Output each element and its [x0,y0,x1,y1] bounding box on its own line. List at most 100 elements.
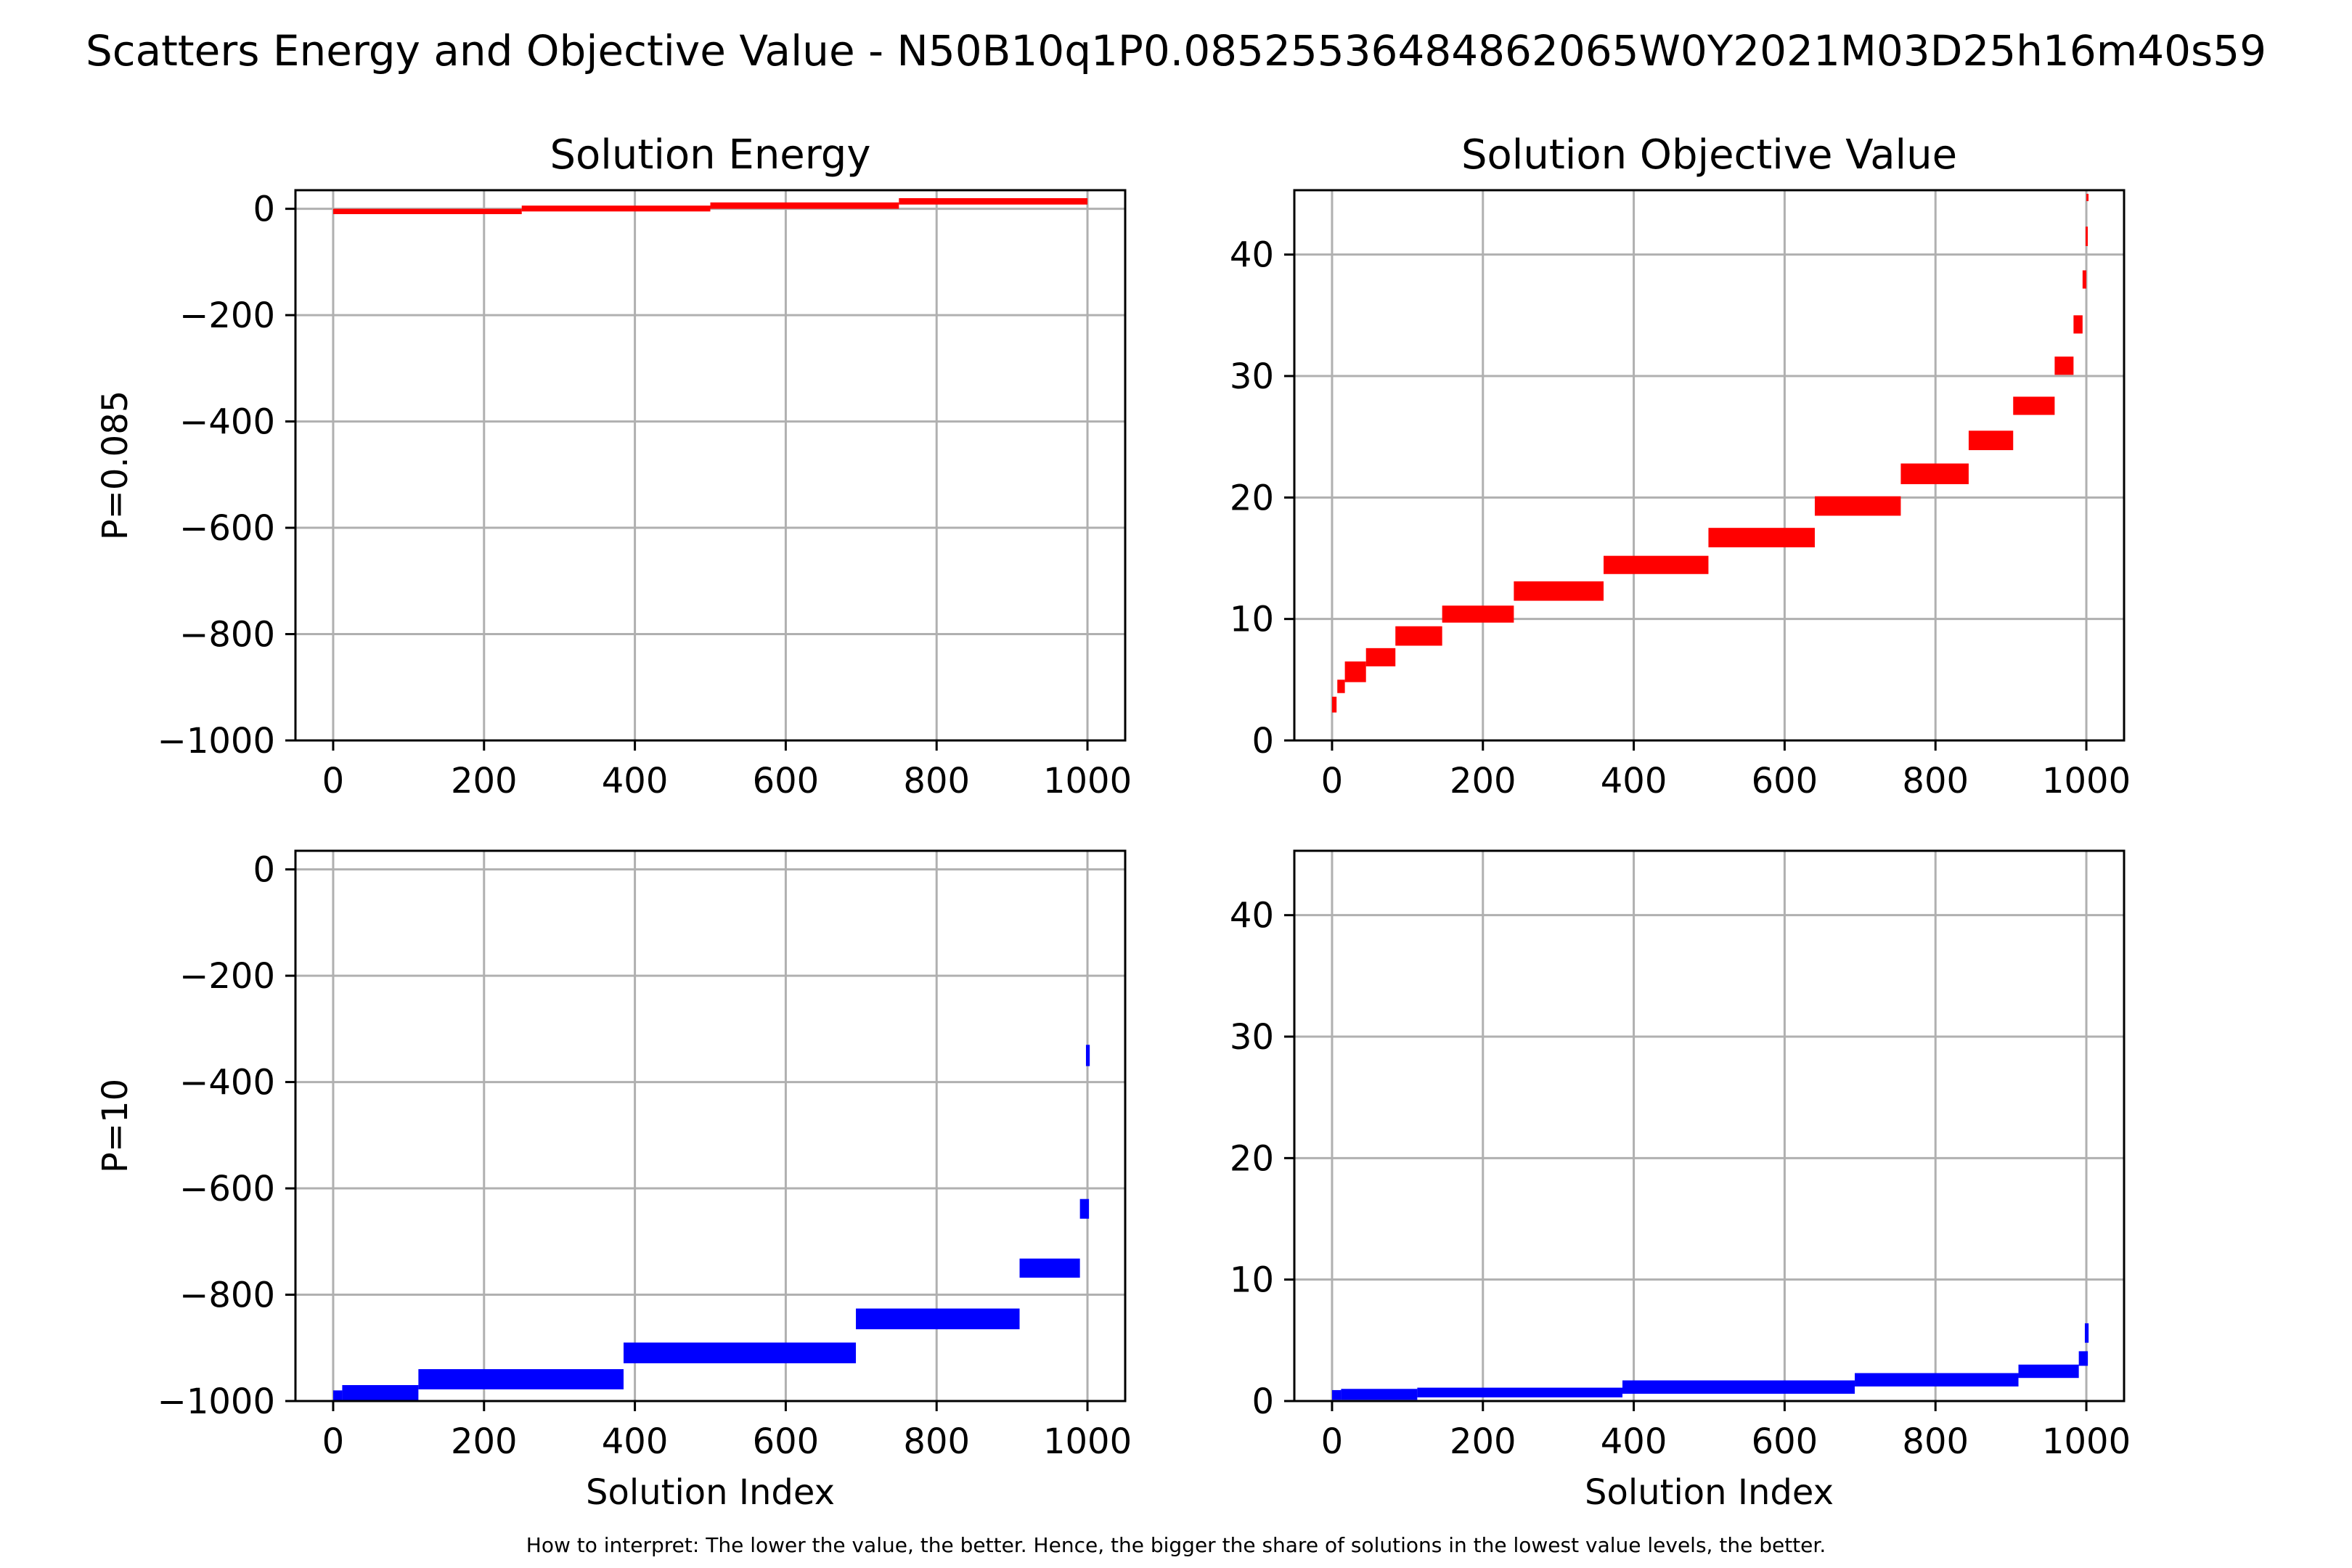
figure-title: Scatters Energy and Objective Value - N5… [85,26,2267,75]
data-level-band [1337,679,1345,693]
y-axis-title: P=10 [95,1079,136,1173]
data-level-band [1019,1258,1080,1278]
data-level-band [332,208,522,214]
y-tick-label: 20 [1230,1138,1274,1179]
data-level-band [1417,1387,1623,1397]
y-axis-title: P=0.085 [95,391,136,541]
data-level-band [418,1369,624,1389]
y-tick-label: 10 [1230,600,1274,640]
data-level-band [2086,194,2089,202]
data-level-band [1331,696,1337,713]
y-tick-label: −600 [179,508,275,549]
y-tick-label: −400 [179,1063,275,1103]
x-tick-label: 400 [1601,761,1667,801]
y-tick-label: 30 [1230,356,1274,397]
y-tick-label: −400 [179,402,275,443]
y-tick-label: −200 [179,956,275,997]
y-tick-label: 20 [1230,478,1274,518]
data-level-band [1900,463,1969,484]
data-level-band [2086,226,2088,246]
y-tick-label: −800 [179,615,275,656]
x-tick-label: 600 [1752,1421,1818,1462]
data-level-band [1341,1389,1418,1400]
data-level-band [332,1390,343,1401]
x-axis-title: Solution Index [586,1472,835,1513]
x-tick-label: 800 [903,761,970,801]
data-level-band [624,1342,857,1364]
x-tick-label: 400 [602,761,669,801]
x-tick-label: 1000 [2042,1421,2131,1462]
data-level-band [710,202,899,209]
data-level-band [2018,1364,2079,1379]
y-tick-label: 0 [253,850,275,891]
data-level-band [856,1308,1020,1330]
data-level-band [521,205,711,212]
y-tick-label: 30 [1230,1017,1274,1058]
x-tick-label: 800 [1902,1421,1969,1462]
data-level-band [2073,315,2083,334]
axes-frame [294,849,1127,1402]
data-level-band [1855,1373,2019,1387]
data-level-band [1085,1045,1090,1066]
y-tick-label: −800 [179,1275,275,1316]
data-level-band [1514,581,1604,601]
x-tick-label: 1000 [1043,1421,1132,1462]
x-tick-label: 0 [1321,1421,1344,1462]
data-level-band [2013,396,2055,415]
x-tick-label: 1000 [1043,761,1132,801]
x-axis-title: Solution Index [1585,1472,1834,1513]
y-tick-label: −1000 [158,721,275,761]
data-level-band [1395,626,1442,646]
y-tick-label: 0 [253,189,275,230]
y-tick-label: −600 [179,1169,275,1209]
data-level-band [1622,1380,1855,1394]
x-tick-label: 200 [1450,1421,1516,1462]
y-tick-label: −1000 [158,1381,275,1422]
y-tick-label: −200 [179,295,275,336]
data-level-band [1968,430,2014,451]
data-level-band [1604,555,1709,574]
data-level-band [1442,605,1514,623]
panel-title: Solution Energy [550,131,871,179]
data-level-band [2054,356,2074,375]
x-tick-label: 800 [903,1421,970,1462]
x-tick-label: 1000 [2042,761,2131,801]
y-tick-label: 10 [1230,1260,1274,1301]
data-level-band [899,197,1088,205]
y-tick-label: 0 [1251,1381,1274,1422]
axes-frame [294,189,1127,742]
x-tick-label: 600 [753,761,820,801]
axes-frame [1293,189,2126,742]
data-level-band [2084,1323,2089,1343]
data-level-band [1708,528,1815,547]
x-tick-label: 0 [1321,761,1344,801]
panel-objective-p-low: 0 200 400 600 800 1000 0 10 20 30 40 Solution Objec… [1230,131,2131,801]
panel-title: Solution Objective Value [1461,131,1957,179]
x-tick-label: 600 [753,1421,820,1462]
data-level-band [2082,270,2087,289]
x-tick-label: 200 [451,1421,518,1462]
x-tick-label: 200 [451,761,518,801]
x-tick-label: 400 [1601,1421,1667,1462]
interpretation-footnote: How to interpret: The lower the value, t… [526,1533,1826,1557]
y-tick-label: 40 [1230,235,1274,276]
data-level-band [1814,496,1901,516]
x-tick-label: 600 [1752,761,1818,801]
y-tick-label: 40 [1230,896,1274,936]
data-level-band [342,1385,419,1401]
data-level-band [1331,1389,1342,1400]
panel-objective-p-high: 0 200 400 600 800 1000 0 10 20 30 40 Solution Index [1230,849,2131,1513]
x-tick-label: 400 [602,1421,669,1462]
x-tick-label: 0 [322,1421,345,1462]
y-tick-label: 0 [1251,721,1274,761]
x-tick-label: 0 [322,761,345,801]
data-level-band [1079,1199,1090,1219]
data-level-band [2078,1351,2088,1366]
data-level-band [1344,661,1366,682]
panel-energy-p-high: 0 200 400 600 800 1000 0 −200 −400 −600 −800 −1000 S… [95,849,1132,1513]
x-tick-label: 200 [1450,761,1516,801]
axes-frame [1293,849,2126,1402]
panel-energy-p-low: 0 200 400 600 800 1000 0 −200 −400 −600 −800 −1000 S… [95,131,1132,801]
x-tick-label: 800 [1902,761,1969,801]
